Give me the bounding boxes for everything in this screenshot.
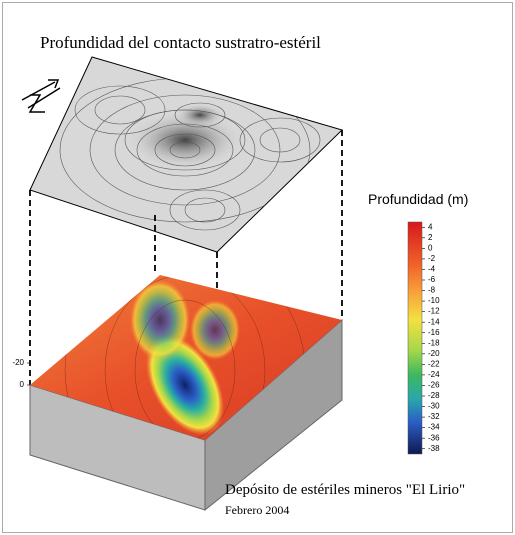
colorbar-tick-label: -32 <box>428 412 440 421</box>
colorbar-tick-label: -2 <box>428 254 436 263</box>
colorbar-tick-label: -4 <box>428 265 436 274</box>
figure: Profundidad del contacto sustratro-estér… <box>0 0 515 535</box>
title: Profundidad del contacto sustratro-estér… <box>40 33 321 52</box>
z-tick-label: -20 <box>12 358 24 367</box>
colorbar-tick-label: -16 <box>428 328 440 337</box>
colorbar-tick-label: -26 <box>428 381 440 390</box>
colorbar-tick-label: -38 <box>428 444 440 453</box>
terrain-block <box>30 250 342 510</box>
colorbar-tick-label: -24 <box>428 370 440 379</box>
z-tick-label: 0 <box>20 380 25 389</box>
colorbar <box>408 222 422 454</box>
colorbar-tick-label: 0 <box>428 243 433 252</box>
z-axis: 0 -20 <box>12 358 30 389</box>
colorbar-tick-label: -18 <box>428 338 440 347</box>
colorbar-tick-label: -6 <box>428 275 436 284</box>
colorbar-tick-label: -22 <box>428 359 440 368</box>
caption-date: Febrero 2004 <box>225 503 289 517</box>
colorbar-tick-label: -28 <box>428 391 440 400</box>
colorbar-tick-label: -14 <box>428 317 440 326</box>
colorbar-tick-label: -34 <box>428 423 440 432</box>
colorbar-tick-label: -20 <box>428 349 440 358</box>
colorbar-tick-label: -36 <box>428 433 440 442</box>
colorbar-ticks: 4 20 -2 -4-6 -8-10 -12-14 -16-18 -20-22 -24 -26-2… <box>422 222 440 452</box>
colorbar-tick-label: -30 <box>428 402 440 411</box>
caption-title: Depósito de estériles mineros "El Lirio" <box>225 482 465 498</box>
colorbar-title: Profundidad (m) <box>368 191 468 207</box>
colorbar-tick-label: -8 <box>428 286 436 295</box>
contour-plane <box>30 57 342 252</box>
colorbar-tick-label: -10 <box>428 296 440 305</box>
colorbar-tick-label: -12 <box>428 307 440 316</box>
colorbar-tick-label: 2 <box>428 233 433 242</box>
north-arrow <box>22 80 60 112</box>
colorbar-tick-label: 4 <box>428 222 433 231</box>
